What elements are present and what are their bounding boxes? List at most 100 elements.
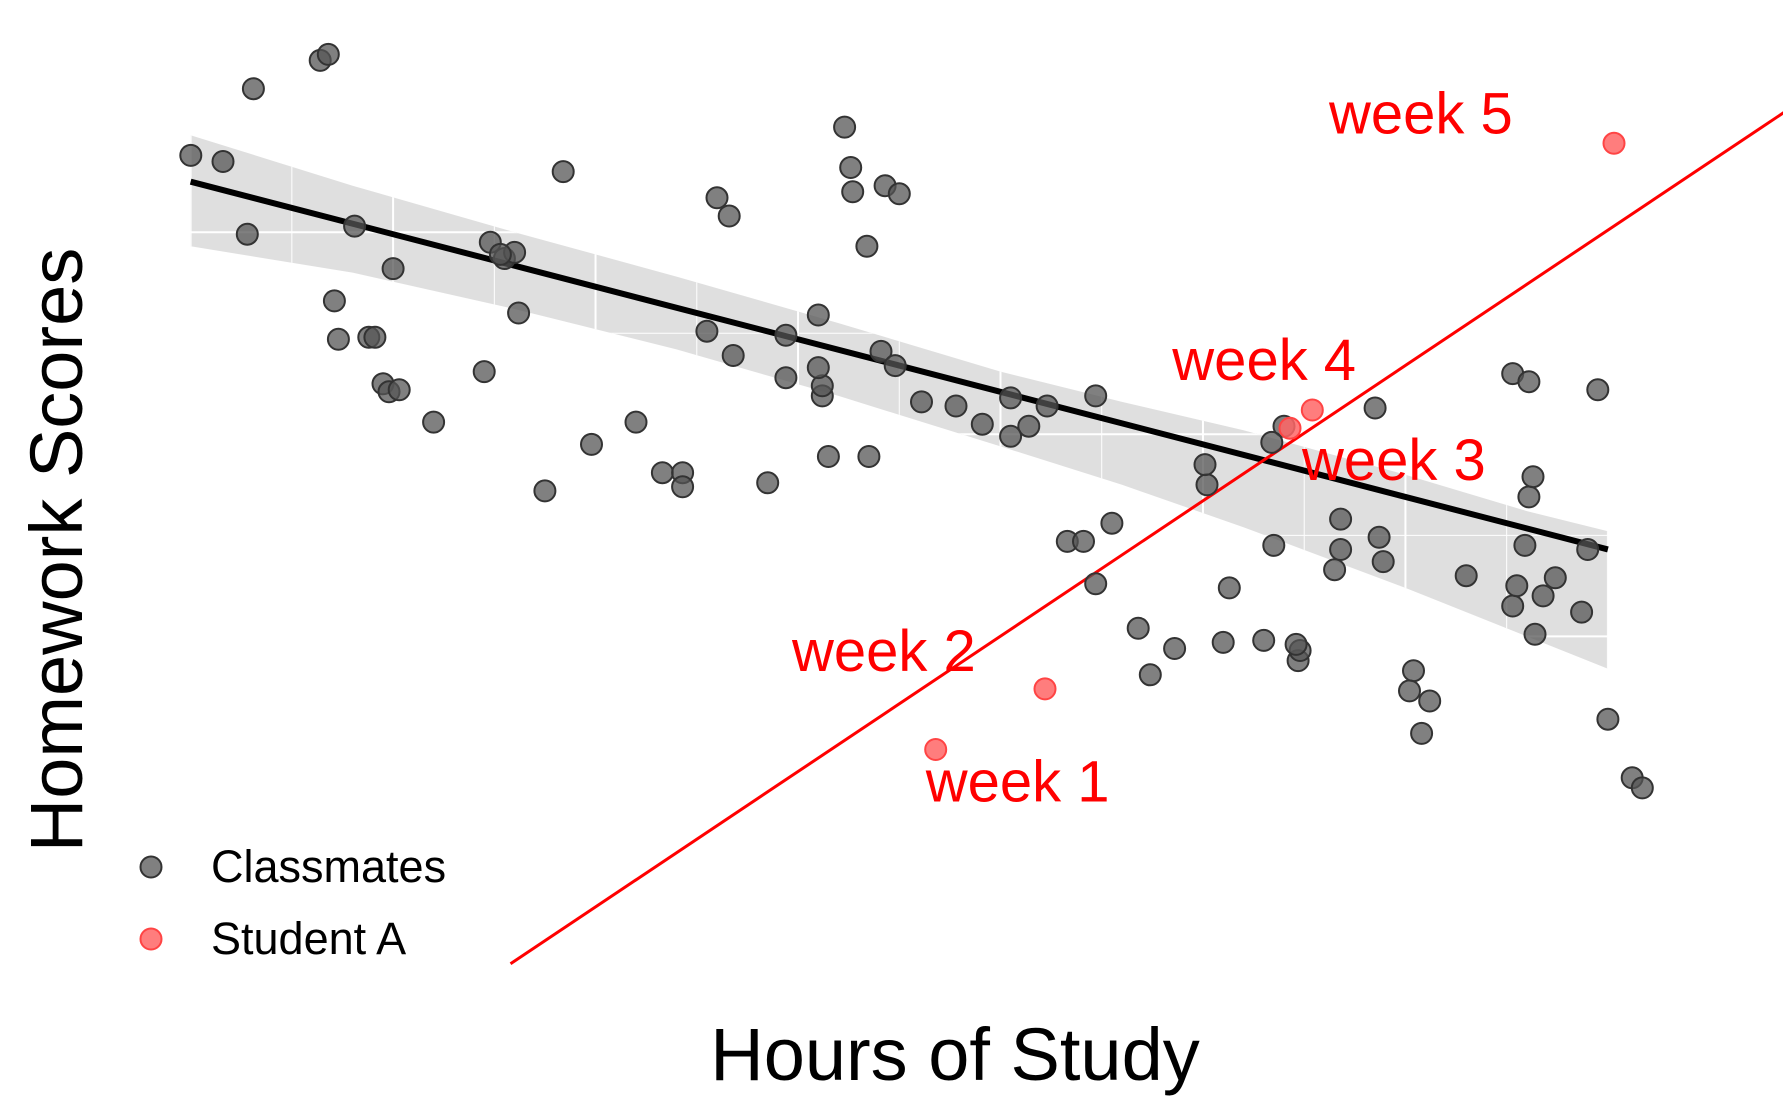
classmate-point [235,222,259,246]
week-annotations: week 1 week 2 week 3 week 4 week 5 [791,81,1513,814]
classmate-point [774,366,798,390]
classmate-point [944,394,968,418]
classmate-point [1543,566,1567,590]
classmate-point [179,143,203,167]
classmates-points [179,42,1654,800]
classmate-point [343,214,367,238]
classmate-point [1586,378,1610,402]
classmate-point [869,339,893,363]
classmate-point [1517,370,1541,394]
annotation-week-3: week 3 [1301,428,1486,493]
classmate-point [1363,396,1387,420]
classmate-point [624,410,648,434]
classmate-point [855,234,879,258]
classmate-point [774,323,798,347]
classmate-point [1521,465,1545,489]
classmate-point [1195,473,1219,497]
classmate-point [551,160,575,184]
classmate-point [721,344,745,367]
classmate-point [507,301,531,325]
classmate-point [1402,659,1425,683]
classmate-point [381,257,405,281]
classmate-point [326,327,350,351]
classmate-point [1193,453,1217,477]
annotation-week-1: week 1 [925,750,1110,815]
classmate-point [1211,630,1235,654]
classmate-point [1329,507,1353,531]
classmate-point [1329,538,1353,561]
legend: Classmates Student A [139,841,446,964]
classmate-point [1371,550,1395,574]
classmate-point [580,432,603,456]
classmate-point [839,156,863,179]
classmate-point [857,445,881,468]
student-point [1300,398,1324,422]
classmate-point [1505,574,1529,598]
classmate-point [1576,538,1600,561]
legend-key-student-a [139,927,163,951]
classmate-point [1513,533,1537,557]
classmate-point [1410,721,1434,745]
classmate-point [1531,584,1555,608]
classmate-point [806,356,830,380]
annotation-week-5: week 5 [1328,81,1513,146]
annotation-week-2: week 2 [791,619,976,684]
classmate-point [1523,622,1547,646]
classmate-point [887,182,911,206]
classmate-point [1454,564,1478,588]
student-point [1278,416,1302,440]
classmate-point [970,412,994,436]
classmate-point [756,471,780,495]
classmate-point [533,479,557,503]
classmate-point [1163,637,1187,660]
classmate-point [1418,689,1442,713]
classmate-point [999,424,1023,448]
classmate-point [816,445,840,468]
student-trend-line [509,111,1783,965]
classmate-point [1126,616,1150,640]
classmate-point [650,461,674,485]
classmate-point [1630,776,1654,800]
classmate-point [671,475,695,499]
classmate-point [1217,576,1241,600]
classmate-point [1084,572,1108,596]
classmate-point [833,115,857,139]
classmate-point [1072,529,1095,553]
classmate-point [1100,511,1124,535]
classmate-point [1517,485,1541,509]
student-point [1602,131,1626,155]
classmate-point [1323,558,1347,582]
x-axis-title: Hours of Study [710,1013,1199,1096]
classmate-point [422,410,446,434]
legend-label-classmates: Classmates [211,841,446,892]
classmate-point [322,289,346,313]
classmate-point [1398,679,1421,703]
classmate-point [1260,430,1284,454]
classmate-point [363,325,387,349]
classmate-point [1252,628,1276,652]
classmate-point [211,150,235,173]
classmate-point [705,186,729,210]
student-point [924,738,948,761]
classmate-point [1570,600,1594,624]
student-trend-line-path [509,111,1783,965]
classmate-point [1501,594,1525,618]
classmate-point [488,242,512,266]
classmate-point [695,319,719,343]
classmate-point [806,303,830,327]
classmate-point [910,390,933,414]
classmate-point [472,360,496,384]
classmate-point [883,354,907,378]
legend-key-classmates [139,855,163,879]
classmate-point [1138,663,1162,687]
classmate-point [241,77,265,101]
classmate-point [999,386,1023,410]
student-points [924,131,1626,761]
classmate-point [1284,632,1308,656]
classmate-point [1017,414,1041,438]
classmate-point [717,204,741,228]
classmate-point [841,180,865,204]
classmate-point [316,42,340,66]
y-axis-title: Homework Scores [15,248,98,853]
